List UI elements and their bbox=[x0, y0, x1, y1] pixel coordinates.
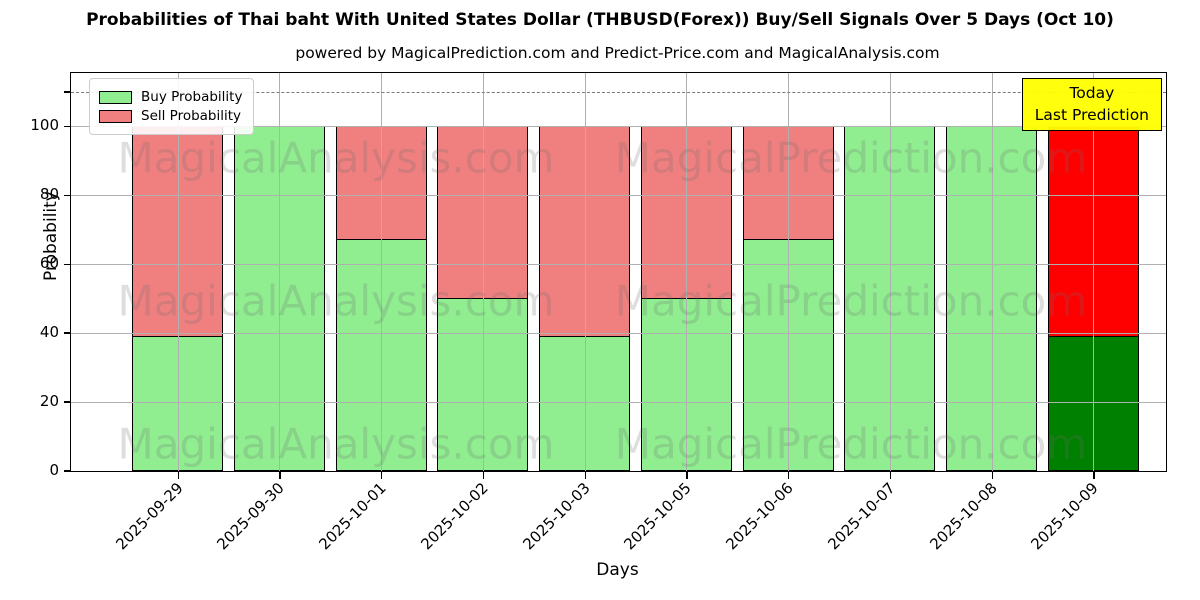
gridline-vertical bbox=[686, 73, 688, 471]
plot-area: MagicalAnalysis.com MagicalPrediction.com… bbox=[30, 72, 1167, 479]
x-tick-label: 2025-10-02 bbox=[417, 479, 492, 554]
gridline-horizontal bbox=[71, 333, 1166, 335]
x-tick bbox=[482, 471, 485, 479]
x-tick-label: 2025-10-05 bbox=[620, 479, 695, 554]
gridline-horizontal bbox=[71, 195, 1166, 197]
x-tick bbox=[381, 471, 383, 479]
buy-swatch-icon bbox=[99, 90, 132, 104]
y-tick bbox=[64, 401, 71, 403]
x-tick-label: 2025-10-06 bbox=[722, 479, 797, 554]
gridline-vertical bbox=[482, 73, 484, 471]
today-annotation-line2: Last Prediction bbox=[1034, 106, 1149, 125]
gridline-horizontal bbox=[71, 402, 1166, 404]
x-tick bbox=[177, 471, 179, 479]
gridline-vertical bbox=[889, 73, 891, 471]
gridline-horizontal bbox=[71, 264, 1166, 266]
y-tick bbox=[64, 91, 71, 93]
legend-label-buy: Buy Probability bbox=[141, 89, 243, 105]
gridline-vertical bbox=[1093, 73, 1095, 471]
y-tick-label: 0 bbox=[49, 461, 59, 479]
legend: Buy Probability Sell Probability bbox=[89, 78, 255, 135]
threshold-dashed-line bbox=[71, 91, 1166, 93]
gridline-vertical bbox=[177, 73, 179, 471]
x-tick-label: 2025-09-30 bbox=[213, 479, 288, 554]
legend-label-sell: Sell Probability bbox=[141, 108, 242, 124]
today-annotation-line1: Today bbox=[1069, 84, 1115, 102]
x-tick bbox=[788, 471, 790, 479]
y-tick-label: 80 bbox=[39, 185, 59, 204]
y-tick bbox=[64, 125, 71, 128]
y-tick-label: 60 bbox=[39, 254, 59, 273]
x-tick bbox=[279, 471, 281, 479]
chart-title: Probabilities of Thai baht With United S… bbox=[86, 10, 1114, 30]
legend-entry-sell: Sell Probability bbox=[99, 108, 242, 124]
x-tick-label: 2025-10-03 bbox=[518, 479, 594, 554]
y-tick-label: 20 bbox=[39, 392, 59, 411]
x-tick bbox=[1093, 471, 1095, 479]
gridline-vertical bbox=[788, 73, 789, 471]
x-tick-label: 2025-10-09 bbox=[1027, 479, 1102, 554]
legend-entry-buy: Buy Probability bbox=[99, 89, 242, 105]
y-tick bbox=[64, 332, 71, 334]
x-tick-label: 2025-10-08 bbox=[925, 479, 1001, 554]
y-tick bbox=[64, 263, 71, 265]
x-tick-label: 2025-10-07 bbox=[824, 479, 899, 554]
today-annotation: Today Last Prediction bbox=[1021, 78, 1162, 131]
gridline-vertical bbox=[381, 73, 382, 471]
y-tick-label: 40 bbox=[39, 323, 59, 342]
gridline-vertical bbox=[584, 73, 586, 471]
x-axis-label: Days bbox=[596, 560, 639, 580]
x-tick-label: 2025-10-01 bbox=[315, 479, 390, 554]
y-tick bbox=[64, 194, 71, 197]
x-tick bbox=[584, 471, 586, 479]
chart-subtitle: powered by MagicalPrediction.com and Pre… bbox=[295, 44, 940, 62]
sell-swatch-icon bbox=[99, 109, 132, 123]
gridline-vertical bbox=[279, 73, 281, 471]
y-tick-label: 100 bbox=[30, 116, 59, 135]
x-tick-label: 2025-09-29 bbox=[111, 479, 187, 554]
y-tick bbox=[64, 470, 71, 472]
gridline-horizontal bbox=[71, 126, 1166, 128]
x-tick bbox=[686, 471, 688, 479]
gridline-vertical bbox=[991, 73, 993, 471]
x-tick bbox=[889, 471, 892, 479]
x-tick bbox=[991, 471, 993, 479]
